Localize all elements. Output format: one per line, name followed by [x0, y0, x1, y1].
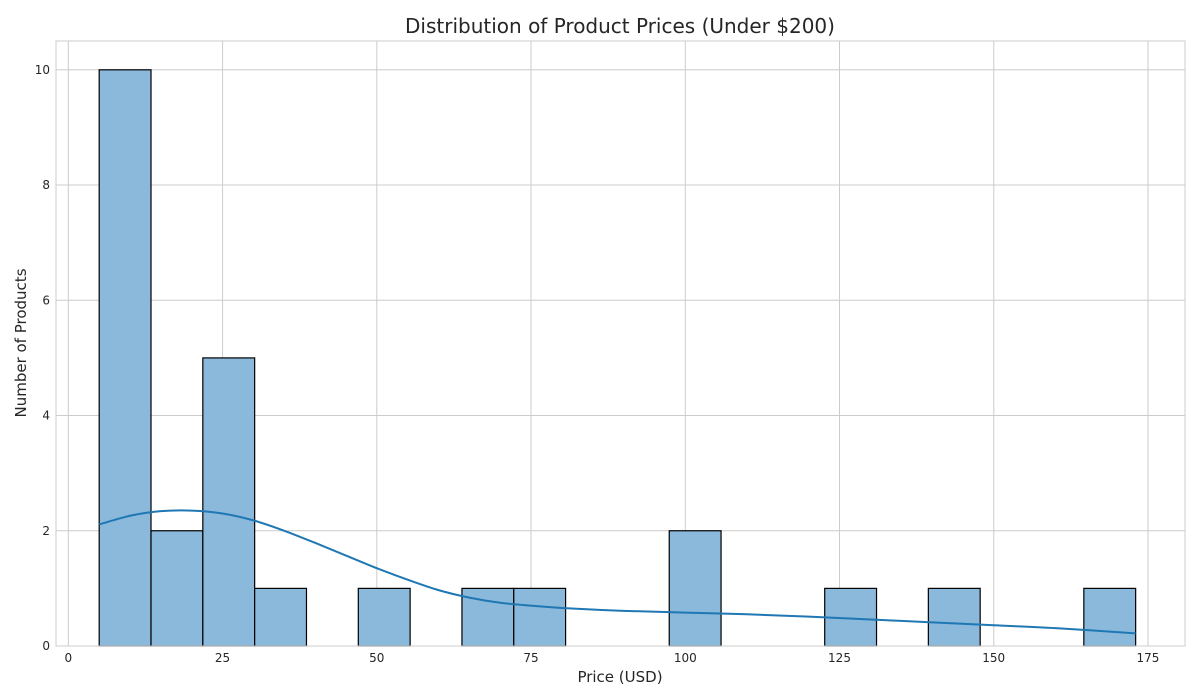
- tick-labels: 0 25 50 75 100 125 150 175 0 2 4 6 8 10: [35, 63, 1160, 665]
- y-tick-label: 8: [42, 178, 50, 192]
- histogram-bar: [357, 587, 411, 647]
- x-tick-label: 150: [982, 651, 1005, 665]
- chart-title: Distribution of Product Prices (Under $2…: [405, 14, 835, 38]
- histogram-bar: [254, 587, 308, 647]
- y-axis-label: Number of Products: [12, 268, 30, 417]
- histogram-bar: [150, 530, 204, 647]
- kde-curve: [98, 509, 1136, 635]
- histogram-bar: [513, 587, 567, 647]
- y-tick-label: 6: [42, 293, 50, 307]
- y-tick-label: 4: [42, 409, 50, 423]
- x-axis-label: Price (USD): [577, 668, 662, 686]
- x-tick-label: 125: [828, 651, 851, 665]
- y-tick-label: 10: [35, 63, 50, 77]
- plot-frame: [55, 40, 1186, 647]
- histogram-bars: [98, 69, 1137, 647]
- x-tick-label: 100: [674, 651, 697, 665]
- x-tick-label: 25: [215, 651, 230, 665]
- histogram-bar: [98, 69, 152, 647]
- histogram-bar: [1083, 587, 1137, 647]
- histogram-bar: [668, 530, 722, 647]
- x-tick-label: 0: [65, 651, 73, 665]
- y-tick-label: 2: [42, 524, 50, 538]
- x-tick-label: 50: [369, 651, 384, 665]
- x-tick-label: 175: [1137, 651, 1160, 665]
- kde-curve-layer: [98, 509, 1136, 635]
- histogram-bar: [202, 357, 256, 647]
- y-tick-label: 0: [42, 639, 50, 653]
- histogram-bar: [927, 587, 981, 647]
- x-tick-label: 75: [523, 651, 538, 665]
